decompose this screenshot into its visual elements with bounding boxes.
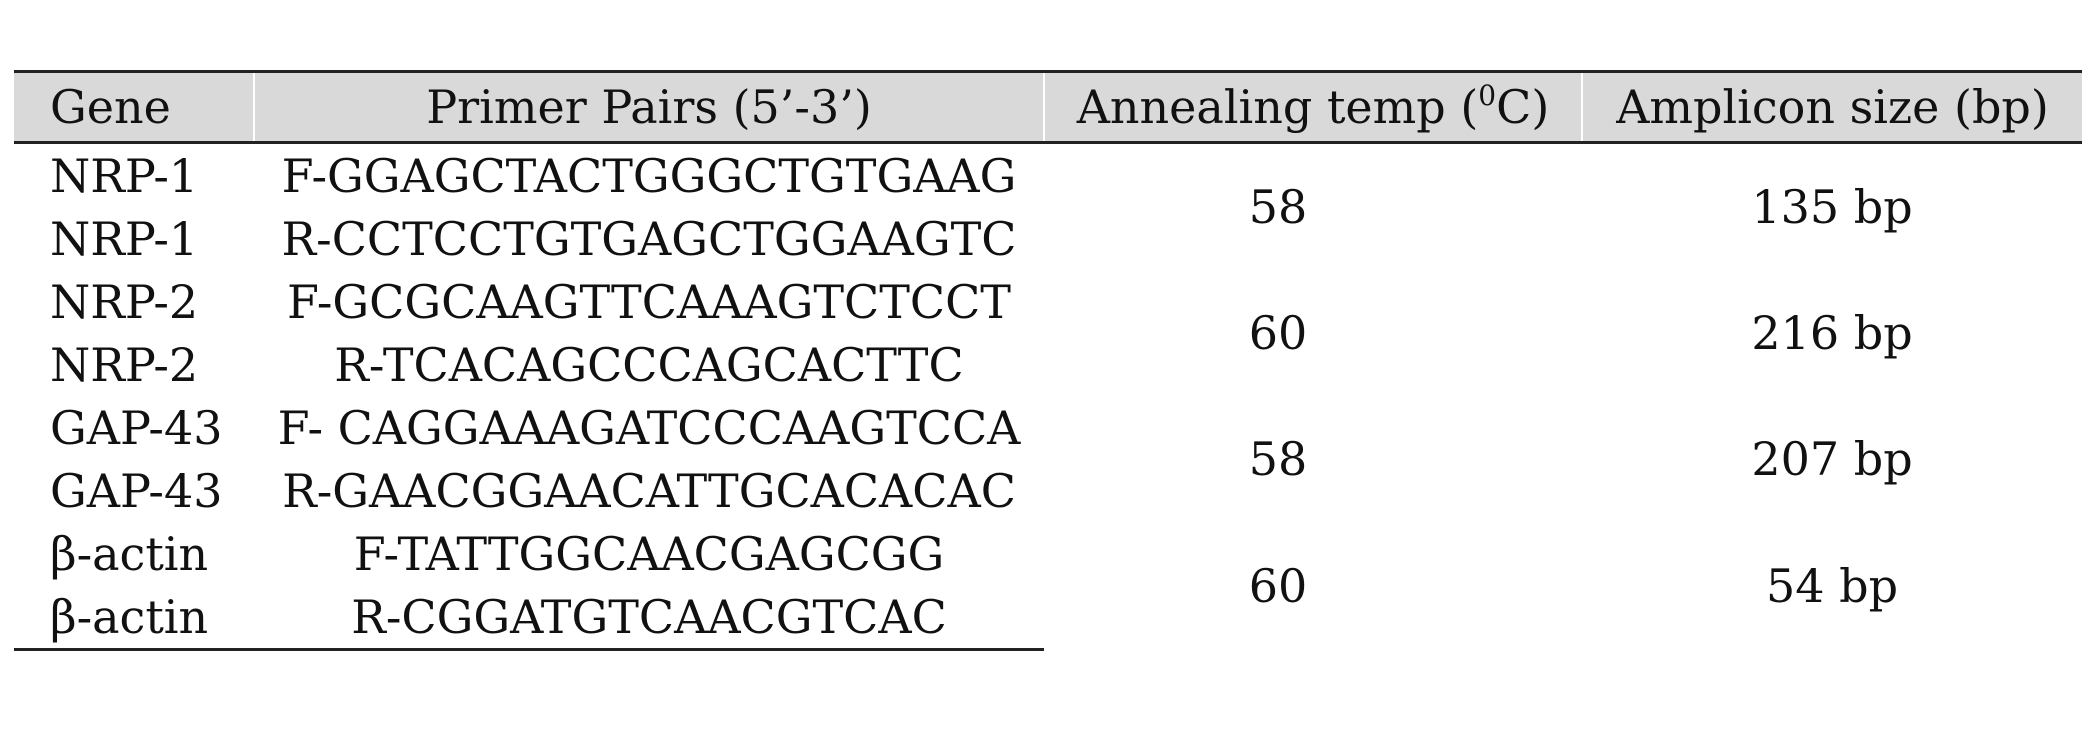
primer-cell: R-TCACAGCCCAGCACTTC [334, 337, 964, 392]
table-row: NRP-1 F-GGAGCTACTGGGCTGTGAAG 58 135 bp [14, 143, 2082, 235]
gene-cell: NRP-1 [50, 148, 199, 203]
amplicon-size-cell: 207 bp [1751, 432, 1913, 486]
gene-cell: NRP-2 [50, 274, 199, 329]
table-row: NRP-2 F-GCGCAAGTTCAAAGTCTCCT 60 216 bp [14, 270, 2082, 361]
header-temp-prefix: Annealing temp ( [1076, 80, 1479, 134]
primer-cell: R-CGGATGTCAACGTCAC [254, 585, 1044, 651]
gene-cell: β-actin [50, 526, 209, 581]
gene-cell: NRP-1 [50, 211, 199, 266]
gene-cell: GAP-43 [50, 400, 223, 455]
header-temp-suffix: C) [1496, 80, 1550, 134]
table-body: NRP-1 F-GGAGCTACTGGGCTGTGAAG 58 135 bp N… [14, 143, 2082, 651]
primer-cell: F-GCGCAAGTTCAAAGTCTCCT [287, 274, 1011, 329]
header-gene: Gene [14, 70, 254, 144]
gene-cell: GAP-43 [50, 463, 223, 518]
table-row: GAP-43 F- CAGGAAAGATCCCAAGTCCA 58 207 bp [14, 396, 2082, 487]
table-row: GAP-43 R-GAACGGAACATTGCACACAC [14, 459, 2082, 522]
primer-cell: F-GGAGCTACTGGGCTGTGAAG [281, 148, 1017, 203]
annealing-temp-cell: 60 [1248, 306, 1308, 360]
amplicon-size-cell: 216 bp [1751, 306, 1913, 360]
header-annealing-temp: Annealing temp (0C) [1043, 70, 1582, 144]
table-row: β-actin F-TATTGGCAACGAGCGG 60 54 bp [14, 522, 2082, 613]
primer-table-container: Gene Primer Pairs (5’-3’) Annealing temp… [14, 70, 2082, 651]
primer-cell: F- CAGGAAAGATCCCAAGTCCA [277, 400, 1021, 455]
header-primer-pairs: Primer Pairs (5’-3’) [253, 70, 1044, 144]
table-header: Gene Primer Pairs (5’-3’) Annealing temp… [14, 70, 2082, 144]
header-temp-degree: 0 [1478, 79, 1497, 112]
primer-table: Gene Primer Pairs (5’-3’) Annealing temp… [14, 70, 2082, 651]
primer-cell: R-GAACGGAACATTGCACACAC [282, 463, 1016, 518]
table-row: NRP-1 R-CCTCCTGTGAGCTGGAAGTC [14, 207, 2082, 270]
annealing-temp-cell: 58 [1248, 180, 1308, 234]
annealing-temp-cell: 58 [1248, 432, 1308, 486]
primer-cell: F-TATTGGCAACGAGCGG [353, 526, 945, 581]
annealing-temp-cell: 60 [1248, 558, 1308, 613]
header-amplicon-size: Amplicon size (bp) [1581, 70, 2082, 144]
primer-cell: R-CCTCCTGTGAGCTGGAAGTC [281, 211, 1017, 266]
table-row: NRP-2 R-TCACAGCCCAGCACTTC [14, 333, 2082, 396]
header-row: Gene Primer Pairs (5’-3’) Annealing temp… [14, 70, 2082, 144]
amplicon-size-cell: 54 bp [1765, 558, 1899, 613]
gene-cell: β-actin [14, 585, 254, 651]
gene-cell: NRP-2 [50, 337, 199, 392]
amplicon-size-cell: 135 bp [1751, 180, 1913, 234]
table-row: β-actin R-CGGATGTCAACGTCAC [14, 585, 2082, 651]
